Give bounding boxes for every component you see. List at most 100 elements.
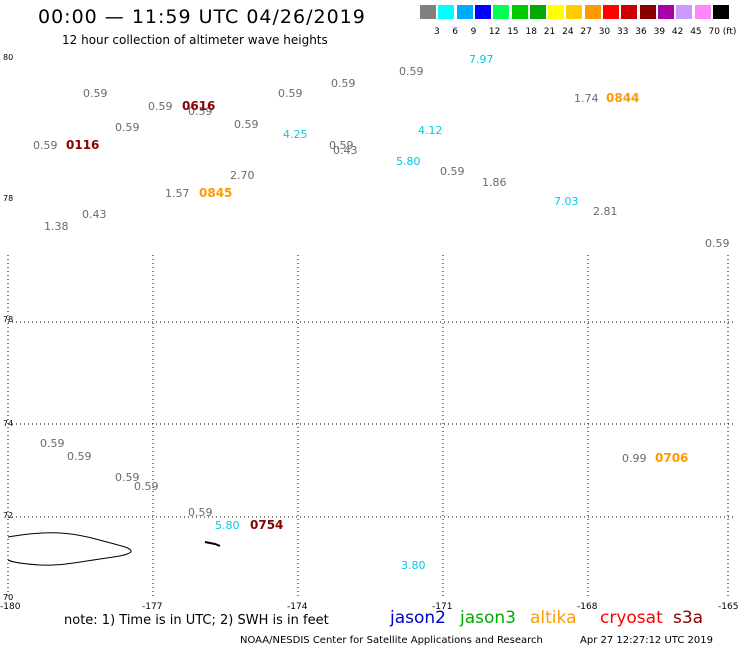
wave-height-value: 0.59 (148, 100, 173, 113)
scale-tick-label: 15 (507, 27, 519, 37)
lon-label: -171 (432, 602, 453, 612)
coastline-herald-island (204, 541, 221, 547)
scale-swatch (639, 5, 657, 19)
wave-height-value: 0.59 (115, 471, 140, 484)
wave-height-value: 4.12 (418, 124, 443, 137)
wave-height-value: 0.43 (82, 208, 107, 221)
wave-height-value: 3.80 (401, 559, 426, 572)
scale-tick-label: 30 (598, 27, 611, 37)
scale-tick-label: 27 (580, 27, 592, 37)
coastline-wrangel-island (7, 532, 132, 566)
credit-text: NOAA/NESDIS Center for Satellite Applica… (240, 635, 543, 646)
lat-label: 80 (3, 53, 14, 62)
pass-time-label: 0706 (655, 451, 689, 465)
satellite-legend-jason2: jason2 (390, 608, 446, 628)
scale-tick-label: 6 (452, 27, 459, 37)
pass-time-label: 0116 (66, 138, 100, 152)
lon-label: -180 (0, 602, 21, 612)
wave-height-value: 0.59 (115, 121, 140, 134)
lon-label: -174 (287, 602, 308, 612)
wave-height-value: 0.59 (33, 139, 58, 152)
scale-swatch (566, 5, 584, 19)
wave-height-value: 0.59 (278, 87, 303, 100)
wave-height-value: 7.03 (554, 195, 579, 208)
scale-swatch (456, 5, 474, 19)
wave-height-value: 0.43 (333, 144, 358, 157)
scale-tick-label: 42 (671, 27, 684, 37)
lon-label: -168 (577, 602, 598, 612)
satellite-legend-s3a: s3a (673, 608, 704, 628)
page-title: 00:00 — 11:59 UTC 04/26/2019 (38, 6, 366, 28)
wave-height-value: 1.86 (482, 176, 507, 189)
scale-swatch (438, 5, 456, 19)
scale-swatch (584, 5, 602, 19)
scale-tick-label: 45 (690, 27, 702, 37)
pass-time-label: 0754 (250, 518, 284, 532)
lat-label: 78 (3, 315, 14, 324)
wave-height-value: 0.59 (329, 139, 354, 152)
wave-height-value: 0.59 (331, 77, 356, 90)
scale-tick-label: 24 (562, 27, 574, 37)
wave-height-value: 4.25 (283, 128, 308, 141)
lon-label: -177 (142, 602, 163, 612)
wave-height-value: 2.70 (230, 169, 255, 182)
scale-swatch (712, 5, 730, 19)
pass-time-label: 0616 (182, 99, 216, 113)
satellite-legend-cryosat: cryosat (600, 608, 663, 628)
scale-swatch (474, 5, 492, 19)
graticule (7, 255, 735, 598)
scale-swatch (694, 5, 712, 19)
wave-height-value: 5.80 (215, 519, 240, 532)
scale-tick-label: 3 (434, 27, 440, 37)
wave-height-value: 0.59 (134, 480, 159, 493)
scale-swatch (548, 5, 566, 19)
wave-height-value: 0.59 (440, 165, 465, 178)
footer-note: note: 1) Time is in UTC; 2) SWH is in fe… (64, 613, 329, 628)
wave-height-value: 0.59 (188, 506, 213, 519)
lat-label: 72 (3, 511, 14, 520)
satellite-legend-altika: altika (530, 608, 577, 628)
wave-height-value: 7.97 (469, 53, 494, 66)
lon-label: -165 (718, 602, 739, 612)
pass-time-label: 0844 (606, 91, 640, 105)
scale-swatch (621, 5, 639, 19)
wave-height-value: 1.38 (44, 220, 69, 233)
scale-swatch (676, 5, 694, 19)
scale-swatch (420, 5, 437, 19)
wave-height-value: 0.59 (234, 118, 259, 131)
scale-tick-label: 18 (525, 27, 537, 37)
scale-tick-label: 21 (543, 27, 556, 37)
lat-label: 70 (3, 593, 14, 602)
satellite-legend-jason3: jason3 (460, 608, 516, 628)
scale-swatch (529, 5, 547, 19)
scale-swatch (511, 5, 529, 19)
wave-height-value: 0.59 (399, 65, 424, 78)
wave-height-value: 1.74 (574, 92, 599, 105)
lat-label: 78 (3, 194, 14, 203)
scale-tick-label: 70 (708, 27, 720, 37)
wave-height-value: 1.57 (165, 187, 190, 200)
wave-height-value: 0.59 (40, 437, 65, 450)
generation-timestamp: Apr 27 12:27:12 UTC 2019 (580, 635, 713, 646)
wave-height-value: 0.59 (705, 237, 730, 250)
scale-tick-label: 36 (635, 27, 647, 37)
wave-height-color-scale: 3 6 9 12 15 18 21 24 27 30 33 36 39 42 45 70 (ft) (420, 5, 736, 37)
lat-label: 74 (3, 419, 14, 428)
scale-tick-label: 12 (488, 27, 501, 37)
wave-height-value: 0.59 (83, 87, 108, 100)
wave-height-value: 0.59 (188, 105, 213, 118)
wave-height-value: 5.80 (396, 155, 421, 168)
wave-height-value: 2.81 (593, 205, 618, 218)
scale-swatch (603, 5, 620, 19)
scale-swatch (493, 5, 511, 19)
scale-tick-label: 39 (653, 27, 666, 37)
scale-tick-label: 9 (470, 27, 477, 37)
scale-unit-label: (ft) (722, 27, 737, 37)
wave-height-value: 0.59 (67, 450, 92, 463)
scale-swatch (657, 5, 675, 19)
scale-tick-label: 33 (617, 27, 629, 37)
pass-time-label: 0845 (199, 186, 233, 200)
wave-height-value: 0.99 (622, 452, 647, 465)
page-subtitle: 12 hour collection of altimeter wave hei… (62, 33, 328, 47)
